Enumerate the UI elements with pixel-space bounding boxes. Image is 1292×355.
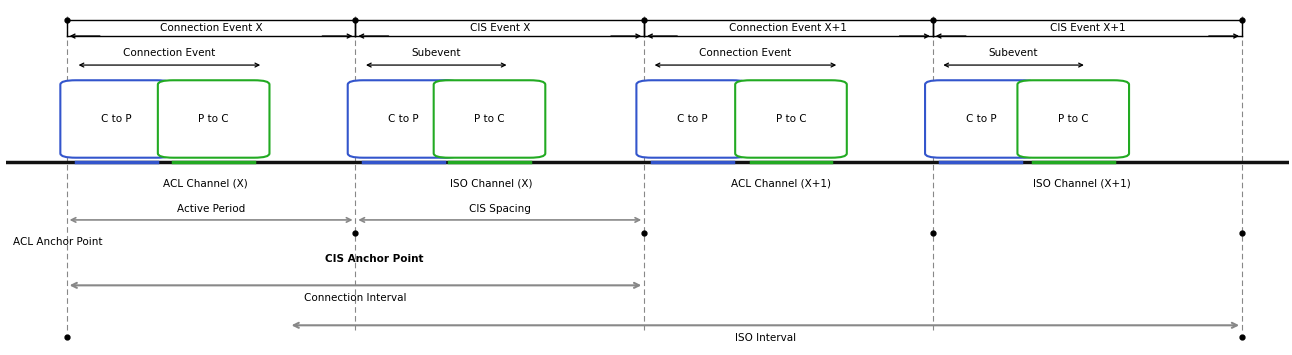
Text: P to C: P to C bbox=[1058, 114, 1089, 124]
Text: CIS Event X: CIS Event X bbox=[469, 23, 530, 33]
Text: P to C: P to C bbox=[199, 114, 229, 124]
Text: Connection Event: Connection Event bbox=[123, 48, 216, 58]
Text: C to P: C to P bbox=[965, 114, 996, 124]
FancyBboxPatch shape bbox=[434, 80, 545, 158]
Text: ACL Anchor Point: ACL Anchor Point bbox=[13, 237, 102, 247]
Text: C to P: C to P bbox=[388, 114, 419, 124]
Text: Subevent: Subevent bbox=[411, 48, 461, 58]
Text: CIS Spacing: CIS Spacing bbox=[469, 203, 531, 214]
FancyBboxPatch shape bbox=[1017, 80, 1129, 158]
Text: ACL Channel (X+1): ACL Channel (X+1) bbox=[731, 179, 831, 189]
FancyBboxPatch shape bbox=[637, 80, 748, 158]
Text: P to C: P to C bbox=[474, 114, 505, 124]
FancyBboxPatch shape bbox=[348, 80, 460, 158]
Text: Subevent: Subevent bbox=[988, 48, 1039, 58]
FancyBboxPatch shape bbox=[61, 80, 172, 158]
Text: ISO Channel (X+1): ISO Channel (X+1) bbox=[1032, 179, 1130, 189]
FancyBboxPatch shape bbox=[158, 80, 270, 158]
Text: CIS Anchor Point: CIS Anchor Point bbox=[324, 254, 424, 264]
Text: P to C: P to C bbox=[775, 114, 806, 124]
Text: ISO Channel (X): ISO Channel (X) bbox=[450, 179, 532, 189]
Text: ISO Interval: ISO Interval bbox=[735, 333, 796, 343]
FancyBboxPatch shape bbox=[925, 80, 1036, 158]
Text: ACL Channel (X): ACL Channel (X) bbox=[163, 179, 248, 189]
FancyBboxPatch shape bbox=[735, 80, 846, 158]
Text: Connection Event: Connection Event bbox=[699, 48, 792, 58]
Text: Connection Interval: Connection Interval bbox=[304, 293, 407, 303]
Text: Connection Event X+1: Connection Event X+1 bbox=[730, 23, 848, 33]
Text: C to P: C to P bbox=[101, 114, 132, 124]
Text: Active Period: Active Period bbox=[177, 203, 245, 214]
Text: CIS Event X+1: CIS Event X+1 bbox=[1049, 23, 1125, 33]
Text: C to P: C to P bbox=[677, 114, 708, 124]
Text: Connection Event X: Connection Event X bbox=[160, 23, 262, 33]
